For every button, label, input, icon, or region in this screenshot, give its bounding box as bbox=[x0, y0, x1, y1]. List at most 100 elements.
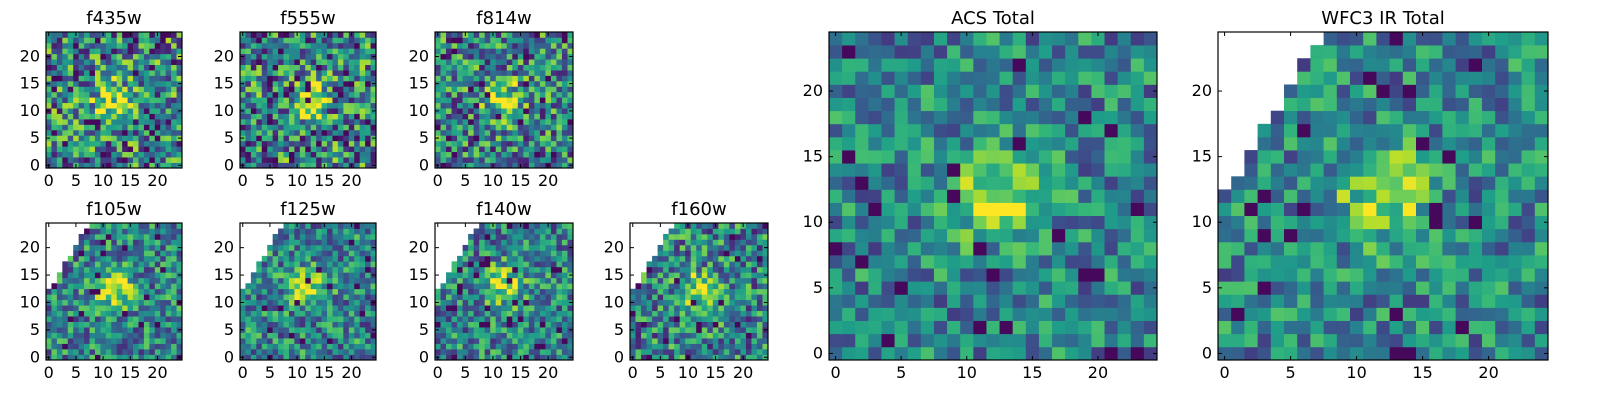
heatmap-cell bbox=[894, 333, 909, 348]
heatmap-cell bbox=[528, 272, 535, 279]
heatmap-cell bbox=[133, 157, 139, 163]
heatmap-cell bbox=[245, 59, 252, 65]
heatmap-cell bbox=[842, 176, 856, 190]
heatmap-cell bbox=[111, 354, 118, 361]
heatmap-cell bbox=[701, 327, 708, 333]
heatmap-cell bbox=[462, 42, 469, 49]
heatmap-cell bbox=[278, 310, 284, 317]
heatmap-cell bbox=[261, 53, 268, 60]
heatmap-cell bbox=[462, 151, 469, 158]
heatmap-cell bbox=[171, 316, 177, 322]
heatmap-cell bbox=[143, 129, 150, 136]
heatmap-cell bbox=[133, 124, 139, 131]
heatmap-cell bbox=[855, 215, 869, 230]
heatmap-cell bbox=[920, 189, 935, 203]
heatmap-cell bbox=[337, 283, 344, 290]
heatmap-cell bbox=[446, 157, 452, 163]
heatmap-cell bbox=[528, 59, 535, 65]
heatmap-cell bbox=[56, 332, 63, 339]
heatmap-cell bbox=[154, 255, 161, 262]
heatmap-cell bbox=[490, 70, 497, 76]
heatmap-cell bbox=[261, 102, 268, 109]
heatmap-cell bbox=[337, 146, 344, 153]
heatmap-cell bbox=[567, 228, 574, 235]
heatmap-cell bbox=[176, 146, 183, 153]
heatmap-cell bbox=[745, 299, 752, 306]
heatmap-cell bbox=[506, 294, 513, 301]
heatmap-cell bbox=[283, 316, 290, 322]
heatmap-cell bbox=[89, 305, 96, 312]
heatmap-cell bbox=[723, 294, 730, 301]
y-tick-label: 20 bbox=[604, 238, 624, 257]
panel-title: f555w bbox=[280, 8, 335, 29]
heatmap-cell bbox=[89, 53, 96, 60]
heatmap-cell bbox=[316, 162, 322, 169]
heatmap-cell bbox=[171, 294, 177, 301]
heatmap-cell bbox=[160, 80, 167, 87]
heatmap-cell bbox=[337, 327, 344, 333]
heatmap-cell bbox=[947, 202, 961, 217]
heatmap-cell bbox=[122, 162, 128, 169]
heatmap-cell bbox=[133, 299, 139, 306]
heatmap-cell bbox=[283, 91, 290, 98]
heatmap-cell bbox=[1038, 215, 1053, 230]
heatmap-cell bbox=[947, 294, 961, 308]
heatmap-cell bbox=[451, 64, 458, 71]
heatmap-cell bbox=[100, 140, 107, 147]
heatmap-cell bbox=[160, 53, 167, 60]
heatmap-cell bbox=[986, 84, 1000, 98]
heatmap-cell bbox=[495, 140, 502, 147]
heatmap-cell bbox=[457, 119, 463, 125]
heatmap-cell bbox=[250, 146, 257, 153]
heatmap-cell bbox=[663, 239, 669, 246]
heatmap-cell bbox=[545, 261, 552, 268]
heatmap-cell bbox=[138, 162, 145, 169]
heatmap-cell bbox=[149, 146, 156, 153]
heatmap-cell bbox=[171, 102, 177, 109]
heatmap-cell bbox=[881, 71, 895, 85]
heatmap-cell bbox=[762, 239, 769, 246]
heatmap-cell bbox=[337, 272, 344, 279]
heatmap-cell bbox=[73, 86, 79, 93]
heatmap-cell bbox=[723, 261, 730, 268]
heatmap-cell bbox=[56, 140, 63, 147]
heatmap-cell bbox=[479, 239, 486, 246]
heatmap-cell bbox=[343, 37, 350, 44]
heatmap-cell bbox=[690, 233, 697, 240]
heatmap-cell bbox=[855, 150, 869, 164]
heatmap-cell bbox=[73, 64, 79, 71]
heatmap-cell bbox=[528, 255, 535, 262]
heatmap-cell bbox=[138, 59, 145, 65]
heatmap-cell bbox=[127, 59, 134, 65]
heatmap-cell bbox=[762, 288, 769, 295]
heatmap-cell bbox=[679, 294, 686, 301]
heatmap-cell bbox=[154, 59, 161, 65]
heatmap-cell bbox=[370, 250, 377, 257]
heatmap-cell bbox=[337, 64, 344, 71]
heatmap-cell bbox=[960, 189, 974, 203]
heatmap-cell bbox=[556, 321, 563, 328]
heatmap-cell bbox=[534, 151, 541, 158]
heatmap-cell bbox=[523, 239, 530, 246]
heatmap-cell bbox=[278, 64, 284, 71]
heatmap-cell bbox=[734, 349, 741, 355]
heatmap-cell bbox=[73, 75, 79, 82]
heatmap-cell bbox=[561, 146, 568, 153]
heatmap-cell bbox=[528, 233, 535, 240]
heatmap-cell bbox=[881, 346, 895, 361]
heatmap-cell bbox=[327, 37, 333, 44]
heatmap-cell bbox=[56, 321, 63, 328]
heatmap-cell bbox=[337, 343, 344, 350]
heatmap-cell bbox=[756, 283, 763, 290]
heatmap-cell bbox=[272, 59, 279, 65]
heatmap-cell bbox=[316, 288, 322, 295]
heatmap-cell bbox=[473, 255, 480, 262]
heatmap-cell bbox=[56, 70, 63, 76]
heatmap-cell bbox=[550, 91, 557, 98]
heatmap-cell bbox=[842, 281, 856, 295]
heatmap-cell bbox=[495, 108, 502, 114]
x-tick-label: 0 bbox=[44, 171, 54, 190]
heatmap-cell bbox=[160, 59, 167, 65]
heatmap-cell bbox=[556, 354, 563, 361]
heatmap-cell bbox=[143, 272, 150, 279]
